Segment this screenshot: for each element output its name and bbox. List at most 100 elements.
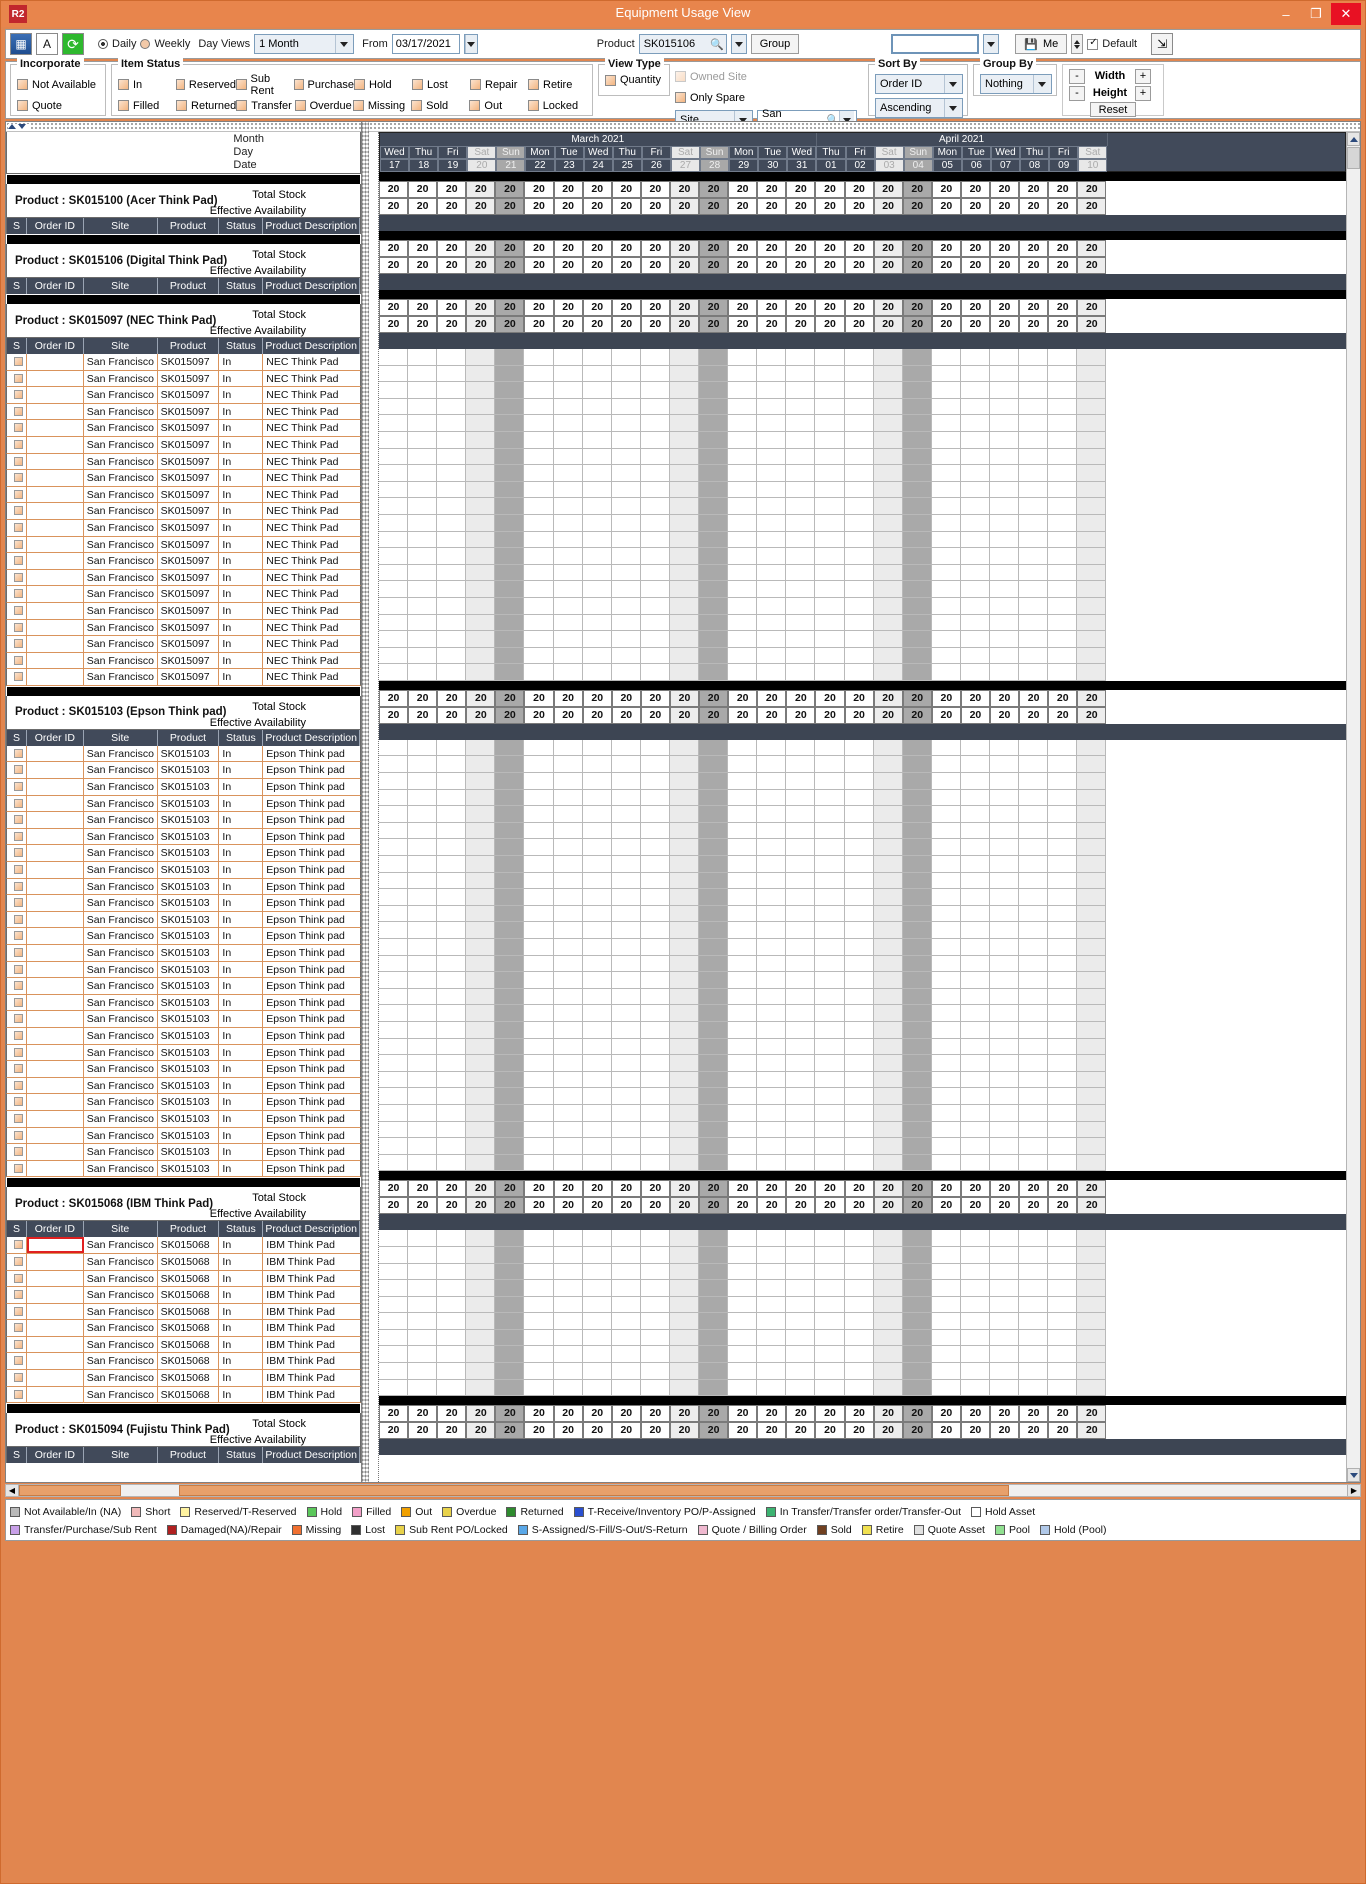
timeline-cell[interactable] (1048, 431, 1078, 449)
timeline-cell[interactable] (1019, 1121, 1049, 1139)
quantity-cell[interactable]: 20 (728, 299, 758, 316)
timeline-cell[interactable] (379, 856, 409, 873)
timeline-cell[interactable] (931, 1055, 961, 1072)
timeline-cell[interactable] (379, 1021, 409, 1039)
cell-order-id[interactable] (27, 602, 84, 619)
timeline-cell[interactable] (989, 514, 1020, 532)
timeline-cell[interactable] (960, 988, 990, 1006)
timeline-cell[interactable] (699, 365, 729, 383)
quantity-cell[interactable]: 20 (902, 316, 932, 333)
timeline-row[interactable] (379, 631, 1346, 648)
quantity-cell[interactable]: 20 (989, 181, 1020, 198)
timeline-cell[interactable] (437, 988, 467, 1006)
timeline-cell[interactable] (786, 756, 816, 774)
quantity-cell[interactable]: 20 (611, 1180, 641, 1198)
quantity-cell[interactable]: 20 (1077, 316, 1107, 333)
checkbox-hold[interactable]: Hold (354, 79, 412, 91)
quantity-cell[interactable]: 20 (873, 198, 903, 215)
timeline-cell[interactable] (495, 1104, 525, 1122)
column-header-s[interactable]: S (7, 218, 27, 234)
timeline-cell[interactable] (379, 448, 409, 466)
timeline-cell[interactable] (873, 431, 903, 449)
timeline-cell[interactable] (611, 789, 641, 807)
search-icon[interactable]: 🔍 (826, 114, 840, 126)
quantity-cell[interactable]: 20 (902, 1197, 932, 1215)
row-select-cell[interactable] (7, 403, 27, 420)
timeline-cell[interactable] (989, 1021, 1020, 1039)
timeline-cell[interactable] (466, 1280, 496, 1297)
timeline-cell[interactable] (786, 647, 816, 665)
timeline-cell[interactable] (728, 514, 758, 532)
timeline-cell[interactable] (931, 972, 961, 989)
timeline-cell[interactable] (1019, 822, 1049, 840)
cell-order-id[interactable] (27, 1353, 84, 1370)
quantity-cell[interactable]: 20 (582, 1180, 612, 1198)
timeline-cell[interactable] (844, 856, 874, 873)
timeline-cell[interactable] (873, 905, 903, 923)
quantity-cell[interactable]: 20 (582, 1422, 612, 1440)
timeline-cell[interactable] (1048, 1329, 1078, 1347)
export-icon[interactable]: ⇲ (1151, 33, 1174, 55)
timeline-row[interactable] (379, 1154, 1346, 1172)
timeline-cell[interactable] (844, 514, 874, 532)
timeline-cell[interactable] (1019, 1038, 1049, 1056)
timeline-cell[interactable] (495, 1329, 525, 1347)
timeline-cell[interactable] (524, 1313, 554, 1330)
timeline-cell[interactable] (786, 1055, 816, 1072)
row-select-cell[interactable] (7, 895, 27, 911)
timeline-cell[interactable] (960, 972, 990, 989)
timeline-cell[interactable] (408, 398, 438, 416)
timeline-cell[interactable] (466, 564, 496, 582)
timeline-cell[interactable] (757, 1055, 787, 1072)
timeline-cell[interactable] (1048, 806, 1078, 823)
timeline-cell[interactable] (437, 448, 467, 466)
quantity-cell[interactable]: 20 (611, 316, 641, 333)
quantity-cell[interactable]: 20 (524, 1422, 554, 1440)
timeline-cell[interactable] (582, 548, 612, 565)
timeline-cell[interactable] (1077, 806, 1107, 823)
timeline-cell[interactable] (1019, 1055, 1049, 1072)
timeline-cell[interactable] (931, 1138, 961, 1155)
timeline-cell[interactable] (873, 548, 903, 565)
timeline-cell[interactable] (902, 631, 932, 648)
timeline-cell[interactable] (989, 1296, 1020, 1314)
timeline-cell[interactable] (960, 773, 990, 790)
timeline-row[interactable] (379, 349, 1346, 366)
timeline-cell[interactable] (699, 597, 729, 615)
timeline-cell[interactable] (757, 415, 787, 432)
timeline-cell[interactable] (640, 972, 670, 989)
timeline-cell[interactable] (815, 481, 845, 499)
timeline-cell[interactable] (1077, 939, 1107, 956)
timeline-cell[interactable] (495, 1154, 525, 1172)
quantity-cell[interactable]: 20 (466, 240, 496, 257)
timeline-cell[interactable] (757, 1346, 787, 1364)
column-header-product-description[interactable]: Product Description (263, 1221, 361, 1238)
timeline-cell[interactable] (757, 905, 787, 923)
row-select-cell[interactable] (7, 1044, 27, 1061)
quantity-cell[interactable]: 20 (379, 1197, 409, 1215)
timeline-cell[interactable] (757, 972, 787, 989)
timeline-cell[interactable] (582, 856, 612, 873)
timeline-cell[interactable] (989, 856, 1020, 873)
timeline-cell[interactable] (960, 756, 990, 774)
timeline-cell[interactable] (1077, 872, 1107, 890)
timeline-cell[interactable] (640, 548, 670, 565)
timeline-cell[interactable] (524, 548, 554, 565)
timeline-cell[interactable] (1048, 822, 1078, 840)
timeline-cell[interactable] (960, 822, 990, 840)
timeline-cell[interactable] (495, 1055, 525, 1072)
timeline-cell[interactable] (989, 1263, 1020, 1281)
table-row[interactable]: San Francisco SK015068 In IBM Think Pad (6, 1386, 361, 1404)
timeline-cell[interactable] (611, 465, 641, 482)
daily-radio[interactable] (98, 39, 108, 49)
column-header-product-description[interactable]: Product Description (263, 1447, 361, 1464)
table-row[interactable]: San Francisco SK015103 In Epson Think pad (6, 1094, 361, 1111)
quantity-cell[interactable]: 20 (553, 316, 583, 333)
timeline-cell[interactable] (495, 756, 525, 774)
timeline-row[interactable] (379, 955, 1346, 973)
cell-order-id[interactable] (27, 1011, 84, 1027)
timeline-cell[interactable] (1019, 839, 1049, 857)
cell-order-id[interactable] (27, 845, 84, 862)
timeline-cell[interactable] (960, 1104, 990, 1122)
timeline-cell[interactable] (1019, 597, 1049, 615)
